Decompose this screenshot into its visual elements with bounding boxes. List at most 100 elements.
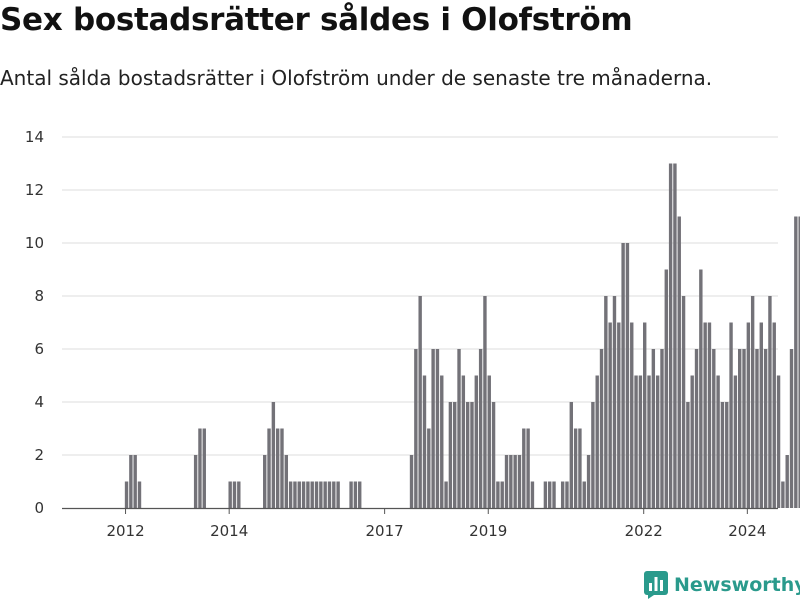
bar: [712, 349, 716, 508]
bar: [465, 402, 470, 508]
bar: [699, 269, 703, 508]
bar: [522, 428, 526, 508]
bar: [798, 216, 800, 508]
chart-title: Sex bostadsrätter såldes i Olofström: [0, 2, 633, 38]
bar: [353, 481, 358, 508]
bar: [228, 481, 232, 508]
bar: [668, 163, 673, 508]
bar: [509, 455, 513, 508]
bar: [573, 428, 578, 508]
bar: [358, 481, 362, 508]
bar: [232, 481, 237, 508]
bar: [720, 402, 725, 508]
bar: [591, 402, 595, 508]
bar: [431, 349, 435, 508]
x-axis-tick-labels: 2012 2014 2017 2019 2022 2024: [106, 522, 766, 540]
y-tick-label: 0: [34, 499, 44, 517]
y-tick-label: 12: [25, 181, 44, 199]
bar: [491, 402, 496, 508]
bar: [332, 481, 336, 508]
bar: [763, 349, 768, 508]
bar: [768, 296, 772, 508]
bar: [319, 481, 323, 508]
bar: [327, 481, 332, 508]
bar: [487, 375, 491, 508]
bar: [772, 322, 776, 508]
bar: [453, 402, 457, 508]
bar: [560, 481, 565, 508]
newsworthy-logo-icon: [644, 571, 668, 599]
bar: [474, 375, 478, 508]
bar: [198, 428, 202, 508]
bar: [461, 375, 466, 508]
bar: [681, 296, 686, 508]
x-tick-label: 2024: [728, 522, 766, 540]
bar: [707, 322, 712, 508]
bar: [725, 402, 729, 508]
bar: [267, 428, 271, 508]
x-tick-label: 2014: [210, 522, 248, 540]
bar: [686, 402, 690, 508]
bar: [690, 375, 694, 508]
bar: [297, 481, 301, 508]
bar: [776, 375, 781, 508]
bar: [643, 322, 647, 508]
bar: [781, 481, 785, 508]
bar: [435, 349, 440, 508]
bar: [647, 375, 651, 508]
y-axis-tick-labels: 0 2 4 6 8 10 12 14: [25, 128, 44, 517]
y-tick-label: 8: [34, 287, 44, 305]
bar: [733, 375, 738, 508]
bar: [660, 349, 664, 508]
bar: [548, 481, 552, 508]
bar: [604, 296, 608, 508]
bar: [444, 481, 448, 508]
bar: [738, 349, 742, 508]
bar: [578, 428, 582, 508]
bar: [617, 322, 621, 508]
bar: [785, 455, 789, 508]
bar: [599, 349, 604, 508]
bar: [478, 349, 483, 508]
bar: [530, 481, 535, 508]
bar: [193, 455, 198, 508]
bar: [323, 481, 327, 508]
bar: [746, 322, 751, 508]
x-axis: [62, 507, 778, 514]
x-tick-label: 2012: [106, 522, 144, 540]
bar: [621, 243, 625, 508]
bar: [513, 455, 517, 508]
bar: [630, 322, 634, 508]
bar: [517, 455, 522, 508]
bar: [414, 349, 418, 508]
bar: [457, 349, 461, 508]
y-tick-label: 14: [25, 128, 44, 146]
brand-name: Newsworthy: [674, 574, 800, 596]
bar: [794, 216, 798, 508]
bar: [293, 481, 297, 508]
y-tick-label: 4: [34, 393, 44, 411]
bar: [612, 296, 617, 508]
bar: [543, 481, 548, 508]
bar: [422, 375, 427, 508]
x-tick-label: 2017: [366, 522, 404, 540]
bar: [427, 428, 431, 508]
bar: [483, 296, 487, 508]
bar: [280, 428, 284, 508]
bar: [755, 349, 759, 508]
bar: [504, 455, 509, 508]
bar: [310, 481, 314, 508]
bar: [651, 349, 656, 508]
bar: [301, 481, 306, 508]
bar: [569, 402, 573, 508]
bar: [608, 322, 612, 508]
bar: [625, 243, 630, 508]
newsworthy-brand: Newsworthy: [644, 570, 800, 600]
y-tick-label: 10: [25, 234, 44, 252]
bar: [418, 296, 422, 508]
bar: [271, 402, 276, 508]
bar: [496, 481, 500, 508]
bar: [703, 322, 707, 508]
bars: [124, 163, 800, 508]
